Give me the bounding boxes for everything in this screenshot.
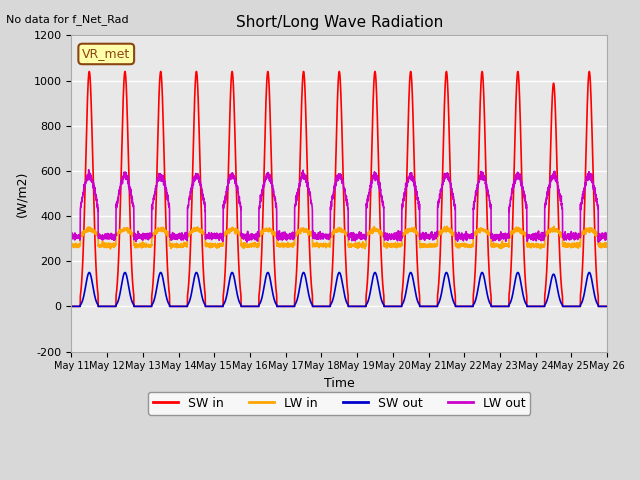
LW out — [603, 230, 611, 236]
Line: LW in: LW in — [72, 226, 607, 249]
LW in — [401, 229, 409, 235]
SW out — [182, 303, 190, 309]
SW out — [604, 303, 611, 309]
LW out — [392, 234, 399, 240]
LW in — [182, 242, 190, 248]
LW out — [182, 236, 190, 241]
Y-axis label: (W/m2): (W/m2) — [15, 170, 28, 216]
SW out — [68, 303, 76, 309]
LW out — [68, 235, 76, 240]
SW out — [401, 295, 409, 300]
Text: VR_met: VR_met — [82, 48, 131, 60]
SW in — [603, 303, 611, 309]
LW out — [401, 189, 409, 195]
SW out — [603, 303, 611, 309]
Legend: SW in, LW in, SW out, LW out: SW in, LW in, SW out, LW out — [148, 392, 530, 415]
SW out — [392, 303, 399, 309]
SW in — [182, 303, 190, 309]
Line: SW in: SW in — [72, 72, 607, 306]
SW in — [604, 303, 611, 309]
LW in — [603, 242, 611, 248]
LW out — [552, 178, 560, 184]
Text: No data for f_Net_Rad: No data for f_Net_Rad — [6, 14, 129, 25]
SW in — [552, 140, 560, 145]
LW in — [107, 246, 115, 252]
LW in — [553, 226, 561, 232]
LW in — [443, 223, 451, 229]
Line: SW out: SW out — [72, 273, 607, 306]
SW out — [218, 303, 225, 309]
SW out — [552, 280, 560, 286]
LW in — [218, 241, 225, 247]
SW in — [68, 303, 76, 309]
LW in — [392, 242, 399, 248]
LW out — [595, 240, 602, 245]
LW out — [604, 236, 611, 242]
LW out — [85, 167, 93, 173]
LW in — [604, 243, 611, 249]
SW in — [392, 303, 399, 309]
Line: LW out: LW out — [72, 170, 607, 242]
X-axis label: Time: Time — [324, 377, 355, 390]
LW out — [218, 234, 225, 240]
LW in — [68, 242, 76, 248]
SW in — [401, 242, 409, 248]
SW in — [218, 303, 225, 309]
SW out — [85, 270, 93, 276]
SW in — [85, 69, 93, 74]
Title: Short/Long Wave Radiation: Short/Long Wave Radiation — [236, 15, 443, 30]
